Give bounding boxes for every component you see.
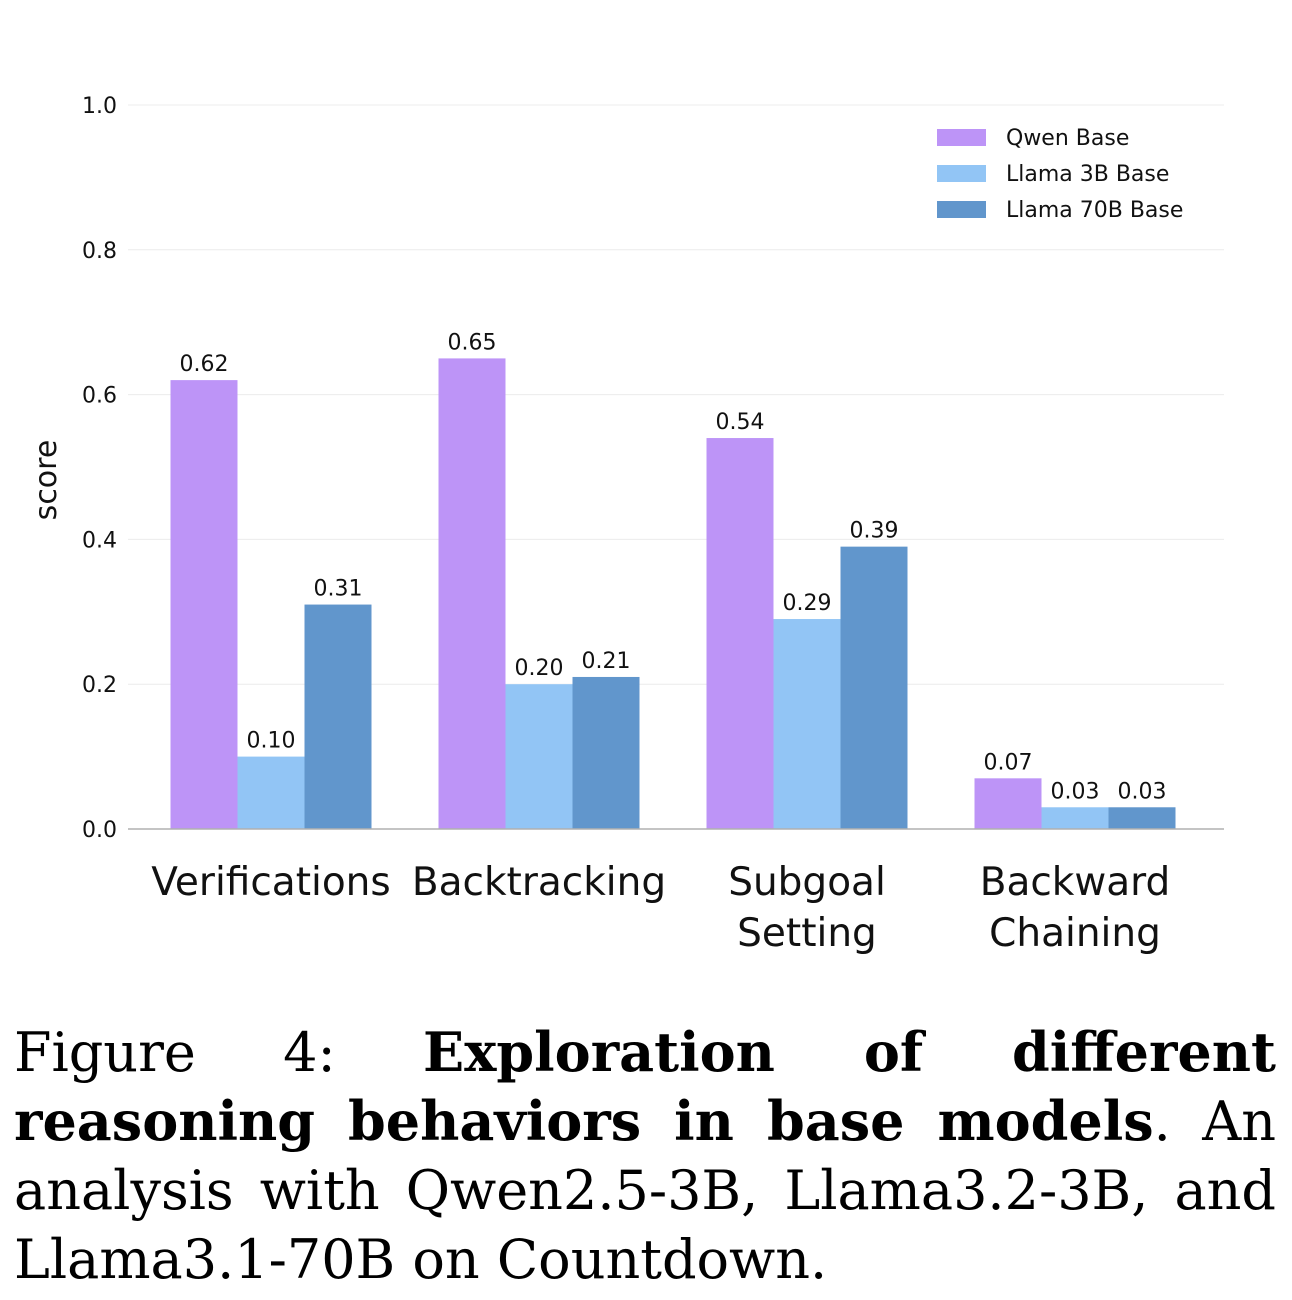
x-tick-label: Subgoal Setting	[728, 860, 886, 956]
data-label: 0.03	[1118, 779, 1167, 804]
bar	[974, 778, 1042, 829]
data-label: 0.62	[180, 352, 229, 377]
bar	[840, 546, 908, 829]
y-tick-label: 0.2	[82, 673, 117, 698]
bar	[505, 684, 573, 829]
y-tick-label: 1.0	[82, 94, 117, 119]
bar	[170, 380, 238, 829]
caption-prefix: Figure 4:	[14, 1021, 424, 1084]
x-tick-label: Backward Chaining	[980, 860, 1171, 956]
bar	[1041, 807, 1109, 829]
legend-swatch	[937, 129, 986, 146]
legend-label: Llama 70B Base	[1006, 198, 1183, 223]
legend-swatch	[937, 201, 986, 218]
data-label: 0.65	[448, 330, 497, 355]
caption-bold: Exploration of different reasoning behav…	[14, 1020, 1276, 1153]
x-tick-label: Backtracking	[412, 860, 666, 905]
data-label: 0.39	[850, 519, 899, 544]
legend-swatch	[937, 165, 986, 182]
y-tick-label: 0.0	[82, 818, 117, 843]
value-labels: 0.62 0.65 0.54 0.07 0.10 0.20 0.29 0.03 0.31 0.21…	[180, 330, 1167, 804]
legend-label: Qwen Base	[1006, 126, 1129, 151]
data-label: 0.10	[247, 729, 296, 754]
bar	[773, 619, 841, 829]
bar	[572, 676, 640, 829]
bar	[706, 438, 774, 829]
bar	[1108, 807, 1176, 829]
figure-caption: Figure 4: Exploration of different reaso…	[14, 1018, 1276, 1294]
bars	[170, 358, 1176, 829]
data-label: 0.20	[515, 656, 564, 681]
data-label: 0.21	[582, 649, 631, 674]
data-label: 0.03	[1051, 779, 1100, 804]
y-axis-label: score	[29, 440, 64, 521]
bar	[237, 756, 305, 829]
legend-label: Llama 3B Base	[1006, 162, 1169, 187]
legend: Qwen Base Llama 3B Base Llama 70B Base	[937, 126, 1183, 223]
data-label: 0.29	[783, 591, 832, 616]
y-tick-label: 0.4	[82, 528, 117, 553]
x-tick-label: Verifications	[151, 860, 390, 905]
data-label: 0.54	[716, 410, 765, 435]
data-label: 0.07	[984, 750, 1033, 775]
y-tick-label: 0.8	[82, 239, 117, 264]
y-tick-label: 0.6	[82, 384, 117, 409]
data-label: 0.31	[314, 577, 363, 602]
grid-lines	[128, 104, 1224, 685]
caption-rest: . An analysis with Qwen2.5-3B, Llama3.2-…	[14, 1090, 1276, 1291]
bar-chart: 0.620.650.540.070.100.200.290.030.310.21…	[29, 94, 1224, 956]
bar	[304, 604, 372, 829]
axes: 0.0 0.2 0.4 0.6 0.8 1.0 Verifications Backtrack…	[82, 94, 1224, 956]
bar	[438, 358, 506, 829]
